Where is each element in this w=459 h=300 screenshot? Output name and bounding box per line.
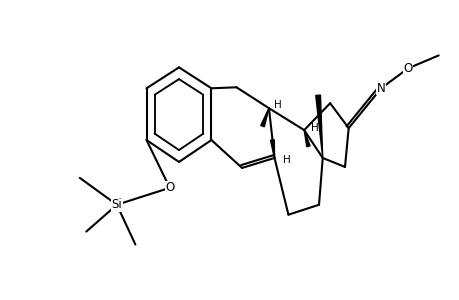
Text: Si: Si <box>111 198 122 211</box>
Polygon shape <box>303 130 309 147</box>
Text: O: O <box>403 62 412 75</box>
Text: H: H <box>282 155 290 165</box>
Text: O: O <box>165 181 174 194</box>
Text: H: H <box>274 100 281 110</box>
Text: H: H <box>310 123 318 133</box>
Text: N: N <box>376 82 385 95</box>
Polygon shape <box>270 140 274 158</box>
Polygon shape <box>315 95 322 158</box>
Polygon shape <box>260 108 269 127</box>
